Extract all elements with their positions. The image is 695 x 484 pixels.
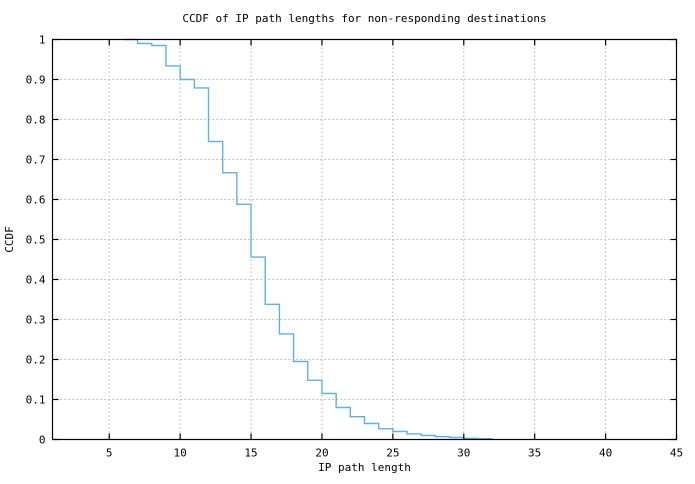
x-tick-label: 45 (670, 447, 683, 460)
x-axis-title: IP path length (318, 461, 411, 474)
y-tick-label: 0.5 (26, 234, 46, 247)
x-tick-label: 25 (386, 447, 399, 460)
x-tick-label: 35 (528, 447, 541, 460)
tick-labels: 5 10 15 20 25 30 35 40 45 0 0.1 0.2 0.3 0.4 0.5 0.6 0.7 0… (26, 34, 684, 460)
x-tick-label: 10 (174, 447, 187, 460)
gridlines (52, 39, 677, 440)
y-tick-label: 1 (39, 34, 46, 47)
x-tick-label: 30 (457, 447, 470, 460)
y-tick-label: 0.1 (26, 394, 46, 407)
ccdf-series-path (123, 38, 493, 440)
y-tick-label: 0.3 (26, 314, 46, 327)
y-axis-title: CCDF (3, 226, 16, 253)
axis-ticks (52, 38, 678, 441)
ccdf-step-line (123, 38, 493, 440)
x-tick-label: 20 (315, 447, 328, 460)
y-tick-label: 0 (39, 434, 46, 447)
y-tick-label: 0.4 (26, 274, 46, 287)
chart-title: CCDF of IP path lengths for non-respondi… (182, 12, 546, 25)
y-tick-label: 0.7 (26, 154, 46, 167)
x-tick-label: 40 (599, 447, 612, 460)
y-tick-label: 0.9 (26, 74, 46, 87)
y-tick-label: 0.2 (26, 354, 46, 367)
y-tick-label: 0.8 (26, 114, 46, 127)
x-tick-label: 5 (106, 447, 113, 460)
x-tick-label: 15 (244, 447, 257, 460)
y-tick-label: 0.6 (26, 194, 46, 207)
